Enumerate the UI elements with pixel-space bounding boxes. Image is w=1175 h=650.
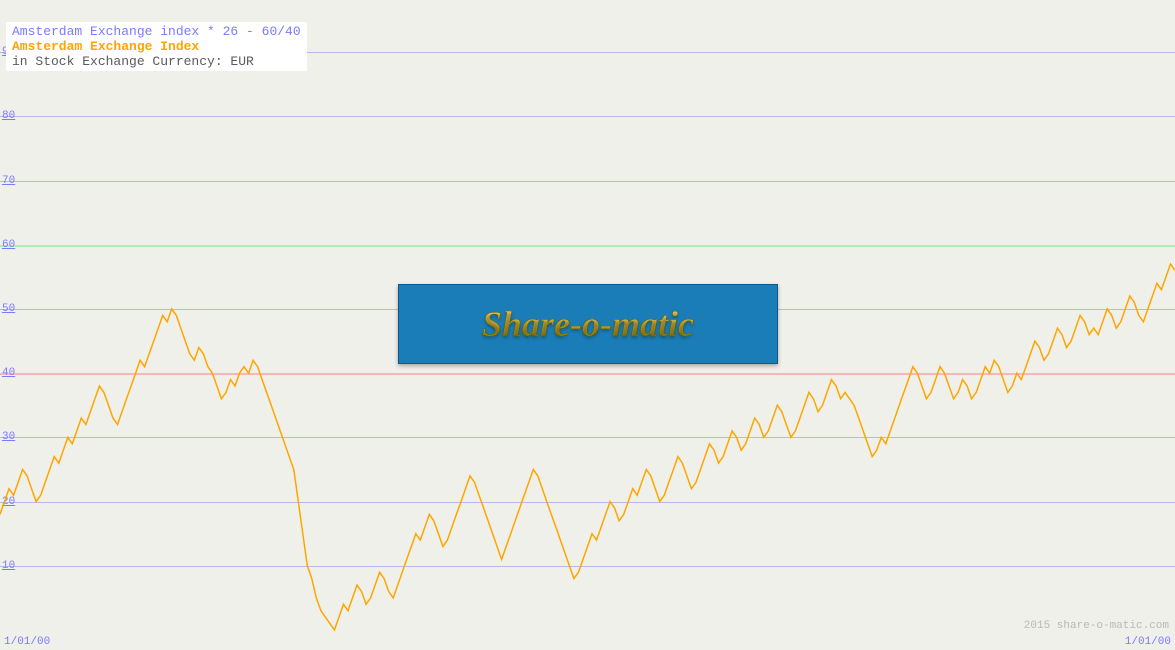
chart-area: 102030405060708090 Amsterdam Exchange in… [0, 0, 1175, 650]
watermark-banner: Share-o-matic [398, 284, 778, 364]
watermark-text: Share-o-matic [482, 303, 694, 345]
legend: Amsterdam Exchange index * 26 - 60/40 Am… [6, 22, 307, 71]
legend-title: Amsterdam Exchange index * 26 - 60/40 [12, 24, 301, 39]
legend-currency: in Stock Exchange Currency: EUR [12, 54, 301, 69]
legend-series: Amsterdam Exchange Index [12, 39, 301, 54]
